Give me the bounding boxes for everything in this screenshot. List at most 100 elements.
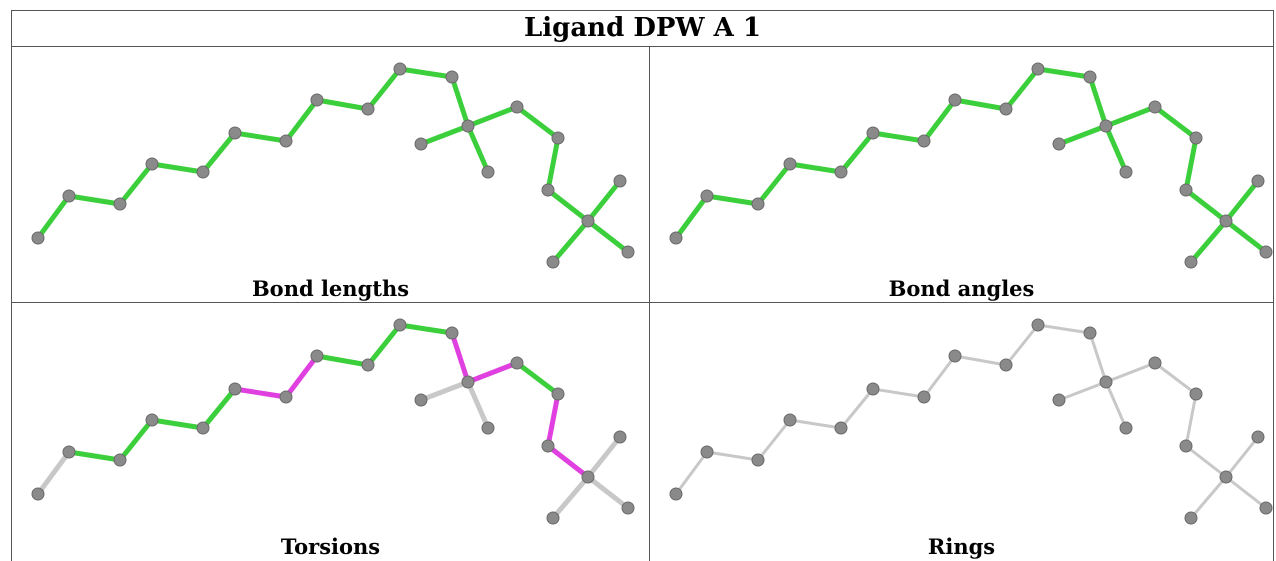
bond [953, 354, 1008, 367]
bond [585, 178, 623, 224]
bond [952, 97, 1009, 112]
atom [581, 470, 595, 484]
atom [1052, 393, 1066, 407]
bond [1184, 392, 1198, 448]
bond [674, 450, 709, 496]
panel-rings: Rings [650, 303, 1273, 561]
atom [669, 231, 683, 245]
atom [834, 165, 848, 179]
atom [62, 189, 76, 203]
bond [1036, 323, 1092, 335]
atom [834, 421, 848, 435]
panel-bond-angles: Bond angles [650, 47, 1273, 302]
bond [838, 130, 876, 175]
bond [465, 104, 520, 129]
bond [200, 386, 238, 431]
atom [551, 387, 565, 401]
atom [481, 165, 495, 179]
atom [1148, 356, 1162, 370]
atom [510, 356, 524, 370]
atom [541, 183, 555, 197]
bond [365, 322, 403, 368]
bond [1224, 475, 1268, 510]
atom [1031, 62, 1045, 76]
ligand-title: Ligand DPW A 1 [524, 13, 761, 43]
atom [551, 131, 565, 145]
atom [1189, 387, 1203, 401]
bond [465, 360, 520, 385]
bond [1004, 323, 1040, 367]
bond [1087, 74, 1109, 129]
bond [870, 130, 927, 144]
bond [283, 353, 320, 400]
atom [1083, 326, 1097, 340]
bond [1003, 66, 1041, 112]
bond [66, 449, 123, 463]
atom [621, 245, 635, 259]
bond [550, 218, 591, 265]
bond [1189, 475, 1228, 520]
bond [1103, 123, 1129, 175]
bond [1035, 66, 1093, 80]
bond [283, 97, 320, 144]
bond [449, 74, 471, 129]
bond [922, 354, 957, 399]
atom [1189, 131, 1203, 145]
atom [541, 439, 555, 453]
atom [999, 102, 1013, 116]
bond [200, 130, 238, 175]
atom [1031, 318, 1045, 332]
table-left-border [11, 10, 12, 561]
atom [145, 413, 159, 427]
atom [999, 358, 1013, 372]
column-divider [649, 46, 650, 561]
atom [445, 326, 459, 340]
bond [1224, 435, 1260, 479]
bond [1153, 361, 1198, 396]
atom [613, 430, 627, 444]
bond [418, 123, 471, 147]
bond [1223, 178, 1261, 224]
atom [393, 318, 407, 332]
ligand-table: Ligand DPW A 1 Bond lengths Bond angles … [11, 10, 1274, 561]
atom [31, 487, 45, 501]
atom [621, 501, 635, 515]
atom [866, 382, 880, 396]
panel-bond-lengths: Bond lengths [12, 47, 649, 302]
bond [365, 66, 403, 112]
bond [921, 97, 958, 144]
bond [66, 193, 123, 207]
bond [514, 360, 561, 397]
bond [704, 193, 761, 207]
atom [700, 445, 714, 459]
atom [751, 453, 765, 467]
atom [581, 214, 595, 228]
atom [669, 487, 683, 501]
bond [550, 474, 591, 521]
atom [113, 197, 127, 211]
bond [35, 449, 72, 497]
bond [465, 379, 491, 431]
atom [751, 197, 765, 211]
atom [196, 165, 210, 179]
bond [1104, 361, 1157, 384]
bond [585, 474, 631, 511]
bond [1183, 187, 1229, 224]
molecule-bond-angles [669, 62, 1273, 269]
atom [1179, 183, 1193, 197]
atom [1251, 430, 1265, 444]
bond [545, 135, 561, 193]
bond [449, 330, 471, 385]
atom [445, 70, 459, 84]
bond [149, 161, 206, 175]
bond [149, 417, 206, 431]
atom [393, 62, 407, 76]
atom [1099, 375, 1113, 389]
atom [1259, 245, 1273, 259]
atom [414, 393, 428, 407]
atom [481, 421, 495, 435]
atom [510, 100, 524, 114]
bond [1152, 104, 1199, 141]
bond [117, 161, 155, 207]
bond [35, 193, 72, 241]
